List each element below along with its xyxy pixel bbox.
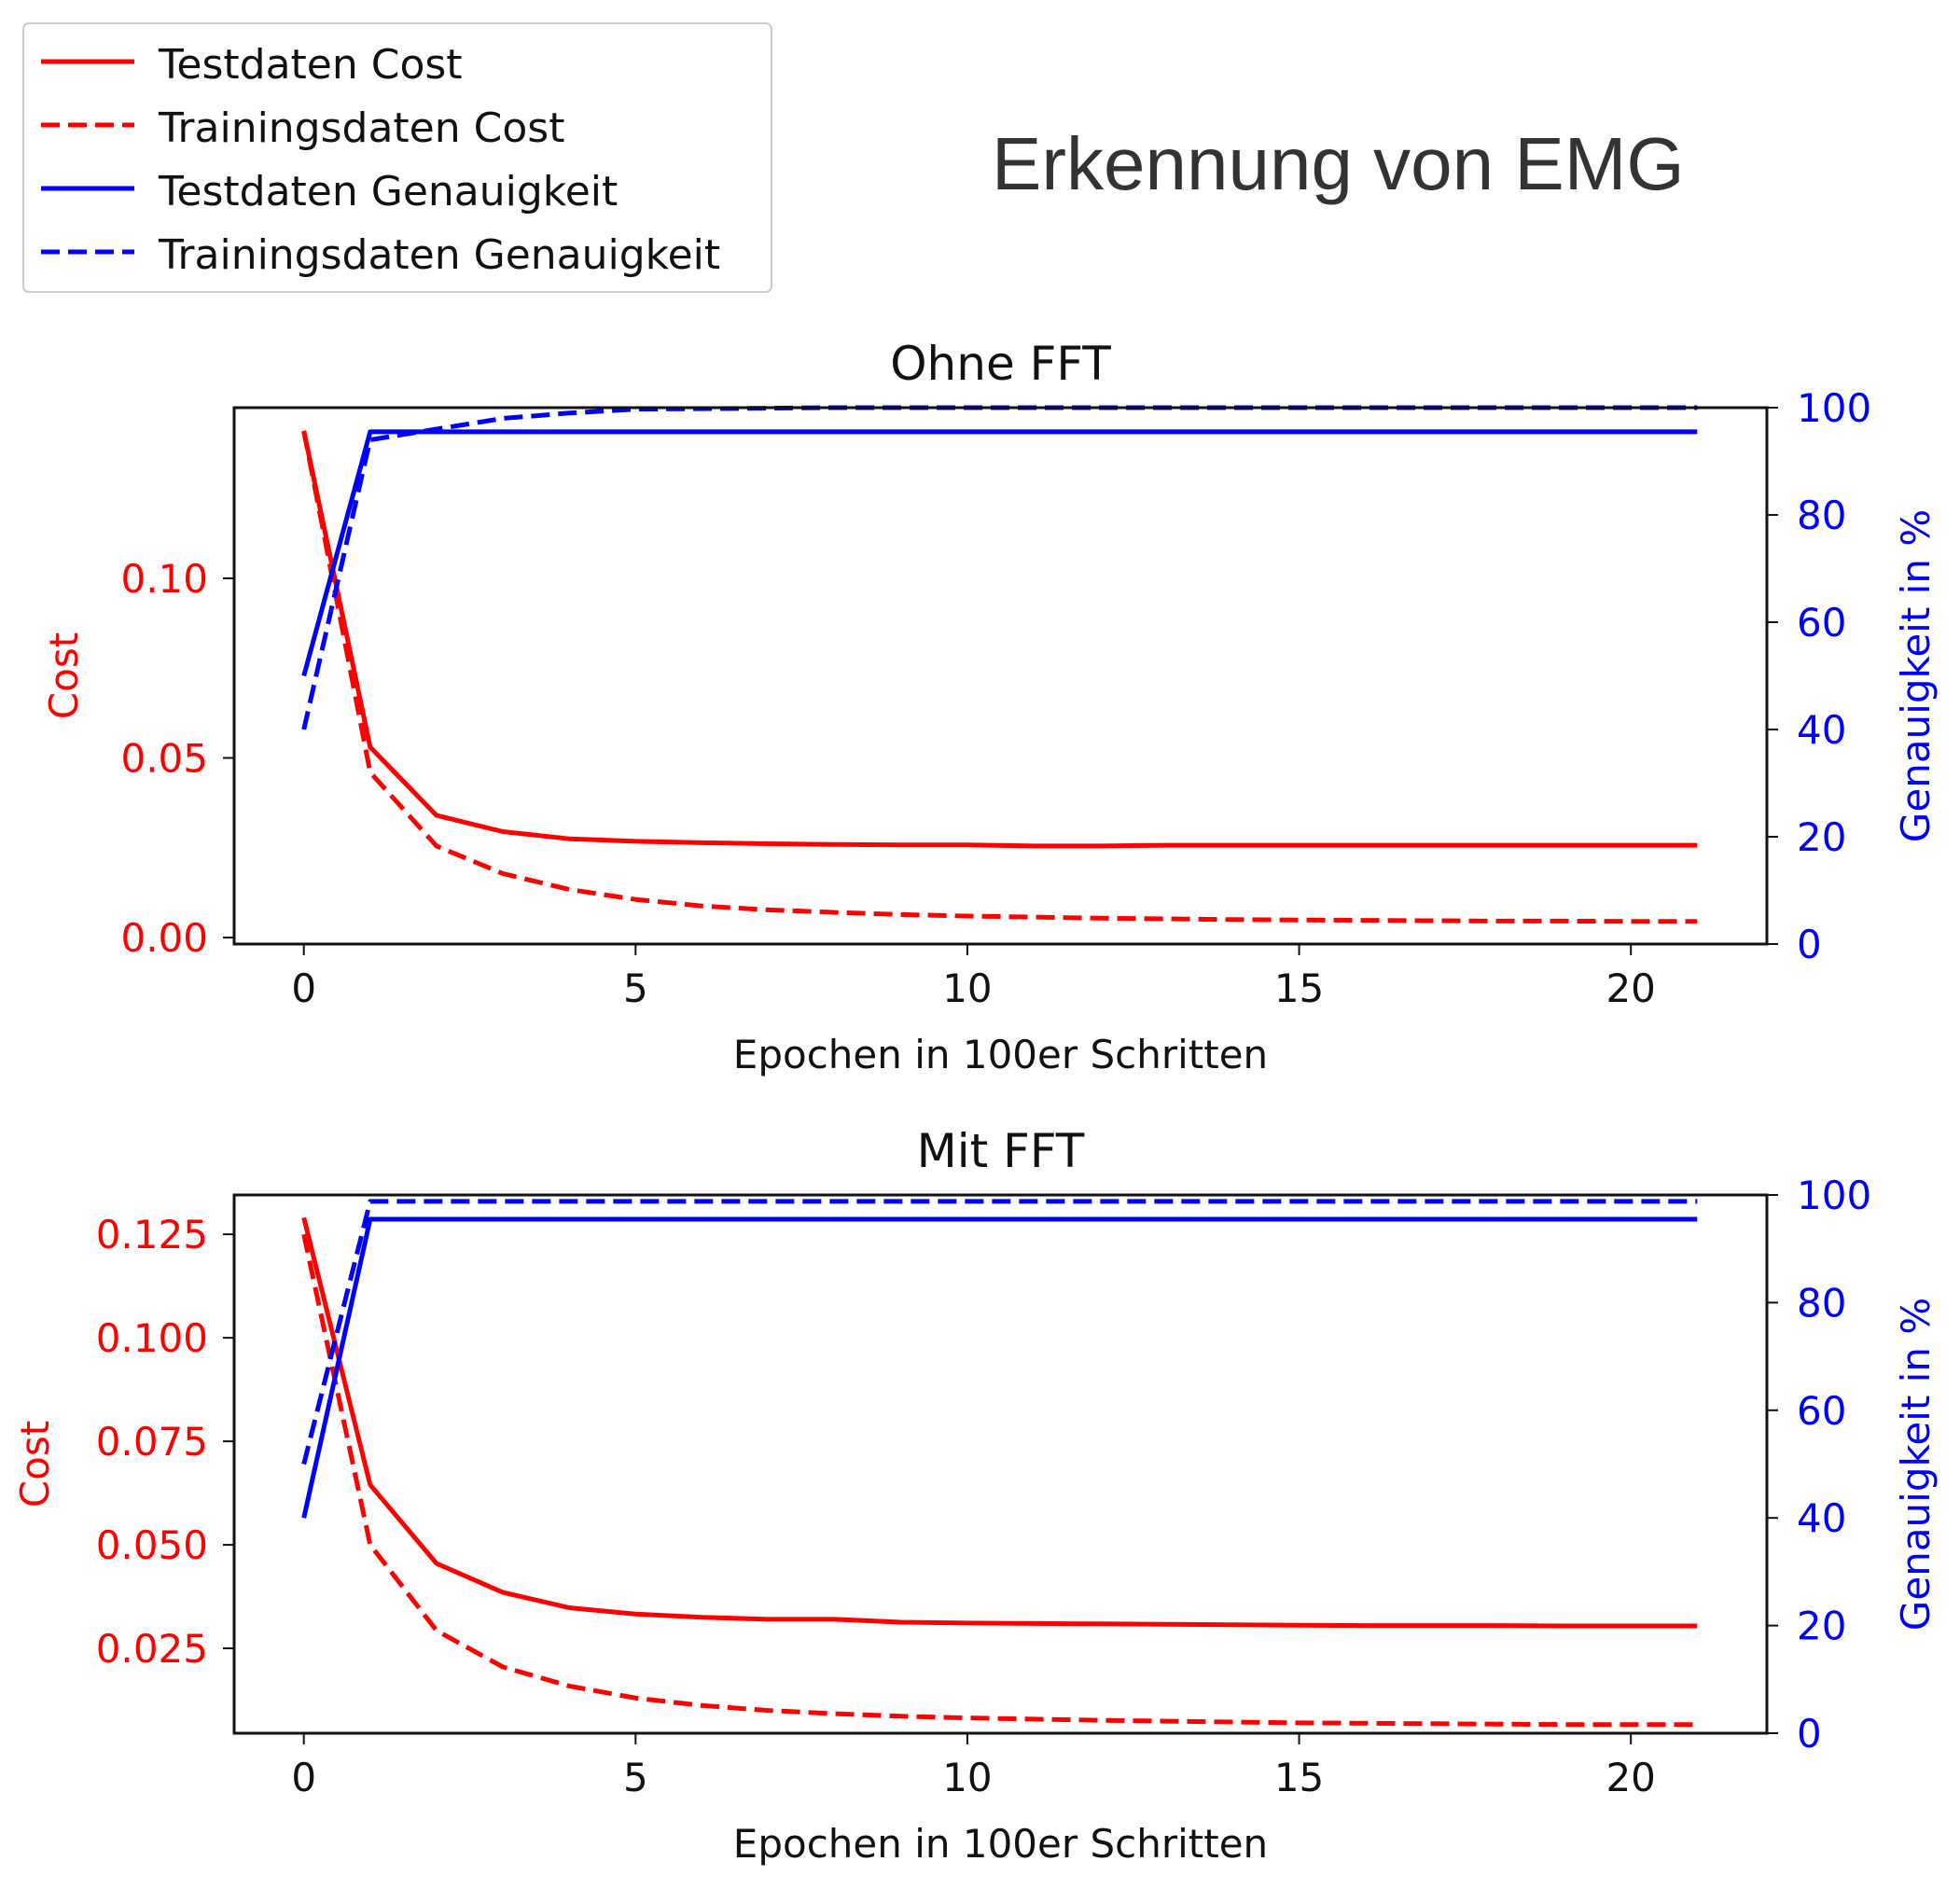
chart-panel-1: Ohne FFT 0 5 10 15 20 Epochen in 100er Schritt… [41,337,1939,1077]
x-axis-label: Epochen in 100er Schritten [733,1821,1268,1867]
y-tick-label: 0.10 [120,556,208,602]
x-tick-label: 10 [942,965,992,1011]
y2-tick-label: 20 [1797,1604,1846,1649]
x-tick-label: 0 [291,1755,316,1800]
series-line-1 [301,430,1698,849]
y2-axis-label: Genauigkeit in % [1893,1298,1939,1631]
chart-panel-2: Mit FFT 0 5 10 15 20 Epochen in 100er Schritte… [12,1124,1939,1867]
legend-label: Trainingsdaten Genauigkeit [159,231,721,279]
legend-item-test-accuracy: Testdaten Genauigkeit [24,160,771,216]
y2-tick-label: 20 [1797,814,1846,860]
y-tick-label: 0.00 [120,915,208,961]
series-line-2 [301,430,1698,924]
y2-tick-label: 100 [1797,385,1871,431]
legend-label: Testdaten Cost [159,41,463,89]
page-title: Erkennung von EMG [992,122,1685,205]
x-tick-label: 15 [1274,1755,1324,1800]
legend: Testdaten Cost Trainingsdaten Cost Testd… [22,22,772,293]
y-tick-label: 0.050 [96,1522,208,1568]
y-axis-label: Cost [41,632,87,719]
y2-tick-label: 80 [1797,493,1846,538]
y2-tick-label: 100 [1797,1173,1871,1218]
y-tick-label: 0.025 [96,1626,208,1672]
y-tick-label: 0.075 [96,1419,208,1465]
x-tick-label: 0 [291,965,316,1011]
series-line-1 [301,1216,1698,1629]
legend-label: Trainingsdaten Cost [159,104,565,152]
series-line-2 [301,1233,1698,1728]
y2-tick-label: 60 [1797,1388,1846,1434]
legend-item-training-accuracy: Trainingsdaten Genauigkeit [24,224,771,280]
series-line-4 [301,1199,1698,1465]
legend-item-test-cost: Testdaten Cost [24,34,771,90]
y-tick-label: 0.100 [96,1315,208,1361]
series-line-3 [301,429,1698,677]
x-tick-label: 5 [623,965,648,1011]
y2-tick-label: 0 [1797,922,1822,967]
y2-tick-label: 80 [1797,1280,1846,1326]
y2-tick-label: 60 [1797,600,1846,646]
plot-frame [232,1193,1769,1735]
plot-frame [232,406,1769,946]
y2-tick-label: 40 [1797,707,1846,753]
legend-swatch-dashed-red [41,122,134,128]
x-tick-label: 5 [623,1755,648,1800]
x-axis-label: Epochen in 100er Schritten [733,1032,1268,1077]
y2-axis-label: Genauigkeit in % [1893,509,1939,842]
chart-title: Mit FFT [917,1124,1085,1178]
x-tick-label: 10 [942,1755,992,1800]
legend-label: Testdaten Genauigkeit [159,168,619,215]
x-tick-label: 15 [1274,965,1324,1011]
legend-item-training-cost: Trainingsdaten Cost [24,97,771,153]
y2-tick-label: 40 [1797,1495,1846,1541]
x-tick-label: 20 [1606,1755,1655,1800]
series-line-4 [301,405,1698,730]
legend-swatch-dashed-blue [41,249,134,255]
x-tick-label: 20 [1606,965,1655,1011]
y-tick-label: 0.05 [120,736,208,782]
chart-title: Ohne FFT [890,337,1111,391]
series-line-3 [301,1216,1698,1519]
legend-swatch-solid-red [41,59,134,64]
y-axis-label: Cost [12,1421,58,1507]
y2-tick-label: 0 [1797,1711,1822,1757]
legend-swatch-solid-blue [41,186,134,191]
y-tick-label: 0.125 [96,1212,208,1257]
